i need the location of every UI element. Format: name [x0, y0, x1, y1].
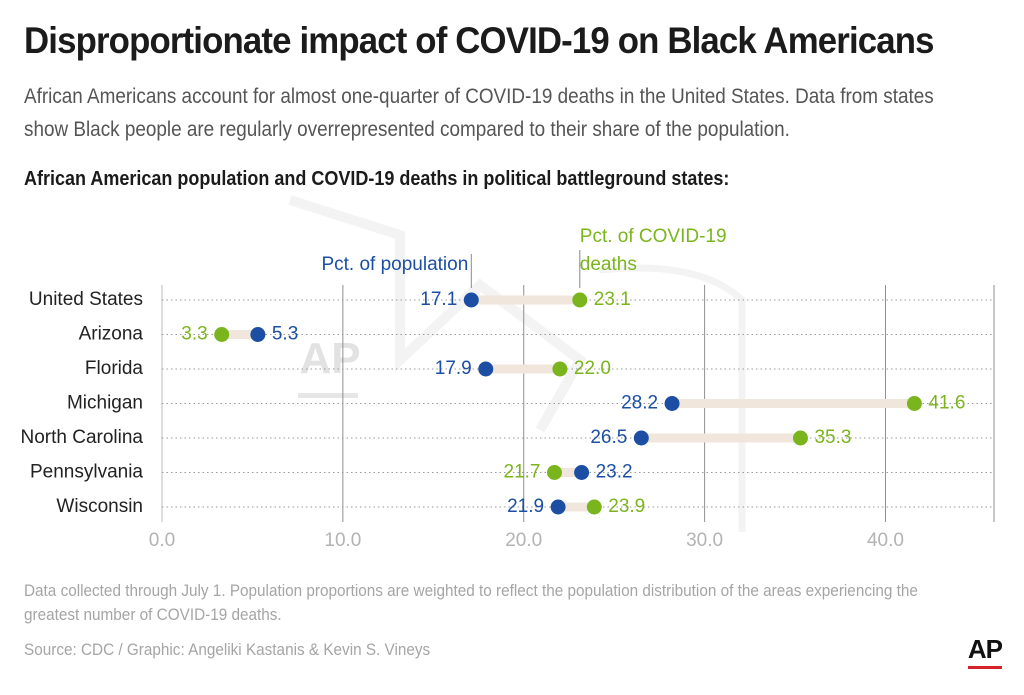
value-label-population: 23.2 [596, 462, 633, 483]
watermark-stroke [599, 264, 746, 532]
x-tick-label: 10.0 [324, 530, 361, 551]
value-label-population: 26.5 [590, 427, 627, 448]
value-label-population: 21.9 [507, 496, 544, 517]
subtitle-line-2: show Black people are regularly overrepr… [24, 118, 790, 141]
source-credit: Source: CDC / Graphic: Angeliki Kastanis… [24, 640, 431, 659]
x-tick-label: 30.0 [686, 530, 723, 551]
state-label: Wisconsin [56, 496, 143, 517]
footnote-line-1: Data collected through July 1. Populatio… [24, 581, 918, 600]
dot-population [463, 292, 479, 308]
state-label: Florida [85, 358, 144, 379]
value-label-deaths: 41.6 [928, 393, 965, 414]
legend-population: Pct. of population [321, 254, 468, 275]
x-tick-label: 20.0 [505, 530, 542, 551]
dot-deaths [546, 465, 562, 480]
value-label-deaths: 3.3 [181, 324, 207, 345]
legend-deaths-line-1: Pct. of COVID-19 [580, 226, 727, 247]
state-label: Pennsylvania [30, 462, 143, 483]
watermark-ap-bar [298, 393, 358, 398]
page-subtitle: African Americans account for almost one… [24, 80, 996, 146]
dot-population [550, 499, 566, 515]
ap-logo-bar [967, 666, 1002, 669]
ap-logo-text: AP [967, 634, 1003, 664]
value-label-deaths: 23.9 [608, 496, 645, 517]
dot-population [478, 361, 494, 377]
subtitle-line-1: African Americans account for almost one… [24, 85, 934, 108]
value-label-deaths: 23.1 [594, 289, 631, 310]
dot-population [633, 430, 649, 446]
value-label-population: 5.3 [272, 324, 298, 345]
legend-deaths-line-2: deaths [580, 254, 637, 275]
dot-population [250, 327, 266, 342]
dot-deaths [906, 396, 922, 411]
footnote: Data collected through July 1. Populatio… [24, 579, 996, 627]
dot-deaths [214, 327, 230, 342]
state-label: United States [29, 289, 143, 310]
page-title: Disproportionate impact of COVID-19 on B… [24, 20, 935, 61]
dot-deaths [586, 499, 602, 515]
value-label-population: 28.2 [621, 393, 658, 414]
state-label: Michigan [67, 393, 143, 414]
watermark-ap-text: AP [299, 334, 360, 383]
x-tick-label: 40.0 [867, 530, 904, 551]
state-label: North Carolina [21, 427, 144, 448]
value-label-deaths: 35.3 [814, 427, 851, 448]
dot-population [664, 396, 680, 411]
value-label-population: 17.9 [435, 358, 472, 379]
value-label-deaths: 22.0 [574, 358, 611, 379]
watermark-stroke [288, 195, 587, 433]
dot-population [574, 465, 590, 480]
dot-deaths [572, 292, 588, 308]
value-label-deaths: 21.7 [504, 462, 541, 483]
ap-logo: AP [967, 634, 1003, 669]
dot-deaths [552, 361, 568, 377]
dot-deaths [792, 430, 808, 446]
state-label: Arizona [79, 324, 144, 345]
value-label-population: 17.1 [420, 289, 457, 310]
footnote-line-2: greatest number of COVID-19 deaths. [24, 605, 282, 624]
x-tick-label: 0.0 [149, 530, 175, 551]
chart-title: African American population and COVID-19… [24, 168, 730, 190]
